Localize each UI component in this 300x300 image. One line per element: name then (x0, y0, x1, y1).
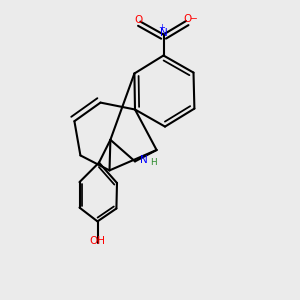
Text: OH: OH (89, 236, 106, 247)
Text: N: N (140, 155, 147, 165)
Text: N: N (160, 28, 167, 38)
Text: O: O (183, 14, 192, 25)
Text: O: O (135, 15, 143, 25)
Text: −: − (190, 13, 197, 22)
Text: +: + (159, 23, 165, 32)
Text: H: H (151, 158, 157, 167)
